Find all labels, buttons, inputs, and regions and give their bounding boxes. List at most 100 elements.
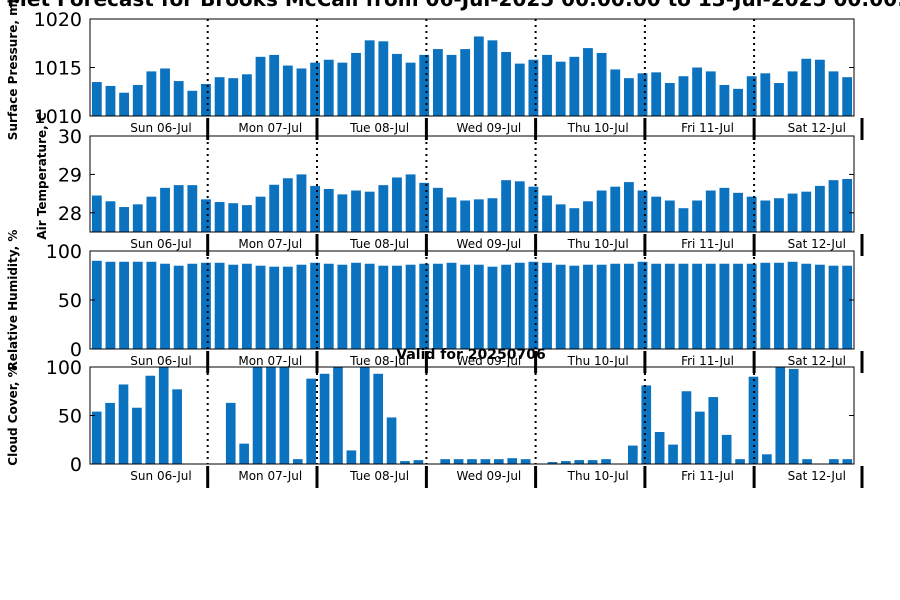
day-label: Sun 06-Jul [130,354,191,368]
bar [225,402,236,464]
bar [146,71,157,116]
bar [446,197,457,232]
bar [346,450,357,464]
bar [201,262,211,349]
bar [146,196,157,232]
chart-panel-2: 28 29 30 Sun 06-Jul Mon 07-Jul Tue 08-Jul Wed … [35,112,864,256]
bar [228,203,239,232]
day-label: Fri 11-Jul [681,354,734,368]
bar [760,262,771,349]
bar [255,56,266,116]
bar [173,185,184,232]
bar [774,198,784,232]
bar [132,261,143,349]
day-label: Mon 07-Jul [238,237,302,251]
bar [351,262,361,349]
y-tick-label: 100 [46,357,82,379]
bar [187,90,198,116]
bar [201,199,211,232]
bar [105,261,116,349]
bar [814,264,825,349]
bar [214,77,225,116]
chart-panel-4: 0 50 100 Sun 06-Jul Mon 07-Jul Tue 08-Jul Wed … [6,357,864,488]
bar [774,262,784,349]
bar [547,462,558,464]
y-axis-label: Air Temperature, C [35,112,49,240]
bar [692,67,703,116]
bar [788,368,799,464]
y-tick-label: 100 [46,241,82,263]
bar [132,84,143,116]
bar [282,266,293,349]
bar [637,73,648,116]
day-label: Sat 12-Jul [788,237,846,251]
bar [187,263,198,349]
bar [596,190,607,232]
bar [678,76,689,116]
bar [775,367,786,464]
y-tick-label: 50 [58,290,82,312]
bar [801,58,812,116]
bar [266,367,276,464]
bar [787,261,798,349]
bar [610,186,621,232]
bar [214,262,225,349]
bar [692,263,703,349]
y-tick-label: 50 [58,406,82,428]
bar [733,192,743,232]
bar [569,56,580,116]
bar [708,397,719,464]
bar [487,198,498,232]
y-axis-label: Relative Humidity, % [6,230,20,371]
day-label: Tue 08-Jul [349,354,409,368]
bar [664,83,675,116]
bar [542,195,552,232]
bar [561,461,571,464]
plot-frame [89,366,855,465]
bar [255,196,266,232]
bar [787,71,798,116]
day-label: Tue 08-Jul [349,469,409,483]
bar [252,367,263,464]
day-label: Fri 11-Jul [681,121,734,135]
bar [555,204,566,232]
bar [637,261,648,349]
bar [480,459,491,464]
bar [364,191,375,232]
bar [91,260,102,349]
bar [323,263,334,349]
day-label: Sat 12-Jul [788,469,846,483]
bar [118,384,129,464]
bar [392,53,402,116]
bar [405,174,416,232]
bar [705,190,716,232]
bar [359,367,370,464]
bar [528,186,539,232]
bar [279,367,290,464]
bar [467,459,477,464]
bar [507,458,518,464]
bar [241,205,252,232]
bar [310,185,321,232]
y-tick-label: 30 [58,126,82,148]
bar [829,459,839,464]
bar [514,181,525,232]
bar [460,200,471,232]
bar [583,264,593,349]
bar [828,180,839,232]
day-label: Wed 09-Jul [457,469,522,483]
bar [721,434,732,464]
bar [574,460,585,464]
bar [187,185,198,232]
bar [746,76,757,116]
bar [119,92,130,116]
bar [173,265,184,349]
bar [705,263,716,349]
bar [310,62,321,116]
bar [146,261,157,349]
bar [514,63,525,116]
y-axis-label: Surface Pressure, mb [6,0,20,140]
bar [269,266,280,349]
bar [91,411,102,464]
bar [105,201,116,232]
